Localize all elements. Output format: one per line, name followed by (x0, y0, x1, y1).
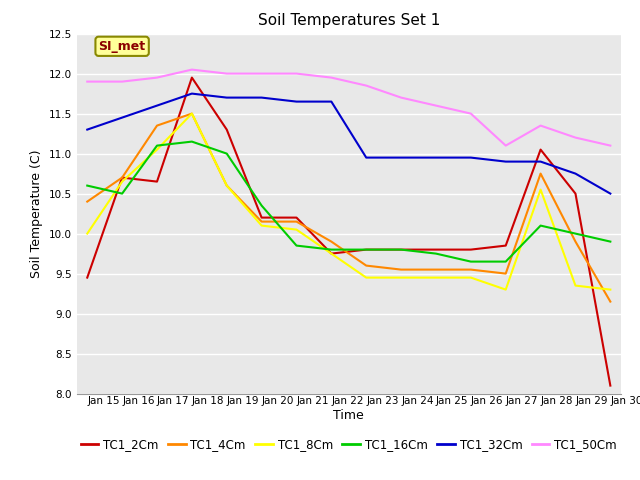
Y-axis label: Soil Temperature (C): Soil Temperature (C) (30, 149, 43, 278)
Text: SI_met: SI_met (99, 40, 146, 53)
Legend: TC1_2Cm, TC1_4Cm, TC1_8Cm, TC1_16Cm, TC1_32Cm, TC1_50Cm: TC1_2Cm, TC1_4Cm, TC1_8Cm, TC1_16Cm, TC1… (76, 433, 621, 456)
Title: Soil Temperatures Set 1: Soil Temperatures Set 1 (258, 13, 440, 28)
X-axis label: Time: Time (333, 409, 364, 422)
